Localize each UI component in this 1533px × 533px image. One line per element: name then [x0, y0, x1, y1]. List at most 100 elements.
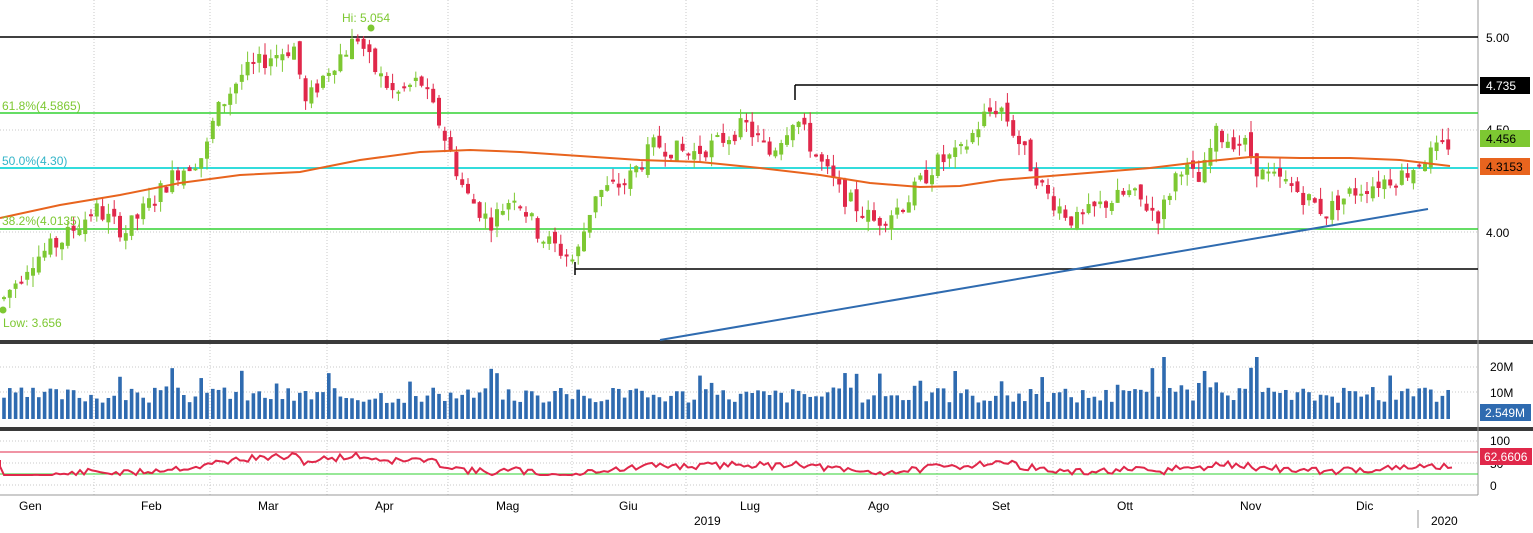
- volume-bar: [1307, 392, 1311, 419]
- candle-body: [703, 151, 708, 158]
- candle-body: [326, 72, 331, 77]
- candle-body: [895, 207, 900, 215]
- candle-body: [355, 38, 360, 42]
- volume-bar: [518, 401, 522, 419]
- volume-bar: [588, 398, 592, 419]
- candle-body: [1115, 189, 1120, 203]
- candle-body: [1086, 204, 1091, 214]
- volume-bar: [820, 396, 824, 419]
- candle-body: [1069, 216, 1074, 226]
- candle-body: [1011, 120, 1016, 136]
- candle-body: [1150, 207, 1155, 211]
- y-tick-500: 5.00: [1486, 31, 1510, 45]
- candle-body: [19, 281, 24, 284]
- volume-bar: [825, 392, 830, 419]
- volume-bar: [675, 391, 679, 419]
- candle-body: [1121, 190, 1126, 195]
- low-marker: [0, 306, 7, 314]
- volume-bar: [1446, 389, 1450, 419]
- volume-bar: [976, 402, 981, 419]
- volume-bar: [1046, 401, 1050, 419]
- badge-volume-bg: [1480, 404, 1531, 421]
- volume-bar: [1417, 388, 1421, 419]
- volume-bar: [54, 389, 58, 419]
- candle-body: [1388, 179, 1393, 186]
- volume-bar: [338, 396, 343, 419]
- candle-body: [529, 213, 534, 217]
- badge-last-price-bg: [1480, 130, 1530, 147]
- volume-bar: [628, 390, 633, 419]
- candle-body: [1202, 159, 1207, 183]
- volume-bar: [1400, 391, 1404, 419]
- candle-body: [466, 183, 470, 194]
- volume-bar: [1260, 391, 1265, 419]
- volume-bar: [408, 381, 412, 419]
- candle-body: [123, 233, 128, 241]
- volume-bar: [1011, 401, 1015, 419]
- candle-body: [524, 212, 528, 217]
- volume-bar: [483, 388, 488, 419]
- volume-bar: [535, 395, 540, 419]
- volume-bar: [762, 391, 766, 419]
- candle-body: [634, 166, 639, 173]
- badge-rsi-bg: [1480, 448, 1532, 465]
- volume-bar: [1353, 391, 1358, 419]
- candle-body: [738, 118, 743, 138]
- candle-body: [680, 143, 685, 151]
- candle-body: [669, 154, 673, 159]
- volume-bar: [1301, 388, 1305, 419]
- volume-bar: [622, 397, 627, 419]
- candle-body: [1394, 185, 1398, 188]
- candle-body: [790, 125, 795, 141]
- volume-bar: [327, 373, 331, 419]
- candle-body: [1249, 132, 1253, 158]
- volume-bar: [617, 388, 621, 419]
- volume-bar: [918, 380, 923, 419]
- candle-body: [1092, 201, 1097, 207]
- volume-bar: [1052, 393, 1056, 419]
- moving-average-line: [0, 148, 1451, 219]
- volume-bar: [1086, 397, 1091, 419]
- panel-separator-volume[interactable]: [0, 427, 1533, 431]
- candle-body: [779, 143, 784, 155]
- candle-body: [512, 200, 517, 203]
- volume-bar: [315, 392, 319, 419]
- candle-body: [1243, 137, 1248, 145]
- volume-bar: [750, 393, 754, 419]
- volume-bar: [1063, 388, 1068, 419]
- candle-body: [205, 141, 209, 159]
- candle-body: [1376, 181, 1381, 188]
- volume-bar: [379, 393, 383, 419]
- candle-body: [448, 137, 453, 152]
- candle-body: [141, 203, 146, 220]
- volume-bar: [141, 397, 145, 419]
- candle-body: [692, 151, 697, 160]
- badge-ma-bg: [1480, 158, 1530, 175]
- candle-body: [228, 93, 233, 105]
- candle-body: [912, 181, 917, 206]
- volume-bar: [878, 373, 882, 419]
- candle-body: [1411, 170, 1416, 184]
- volume-bar: [228, 398, 232, 419]
- volume-bar: [1057, 392, 1062, 419]
- volume-bar: [912, 385, 917, 419]
- panel-separator-price[interactable]: [0, 340, 1533, 344]
- candle-body: [744, 119, 749, 123]
- month-mag: Mag: [496, 499, 519, 513]
- candle-body: [611, 179, 615, 182]
- candle-body: [274, 55, 279, 59]
- volume-bar: [402, 402, 406, 419]
- volume-bar: [1237, 388, 1242, 419]
- volume-bar: [1365, 394, 1369, 419]
- volume-bar: [1411, 396, 1416, 419]
- candle-body: [1399, 170, 1404, 185]
- volume-bar: [344, 398, 348, 419]
- candle-body: [338, 54, 343, 72]
- volume-bar: [280, 399, 285, 419]
- fib-label-382: 38.2%(4.0135): [2, 214, 81, 228]
- volume-bar: [199, 378, 203, 419]
- volume-bar: [1162, 357, 1166, 419]
- volume-bar: [640, 390, 644, 419]
- volume-bar: [599, 401, 604, 419]
- trendline: [659, 208, 1429, 341]
